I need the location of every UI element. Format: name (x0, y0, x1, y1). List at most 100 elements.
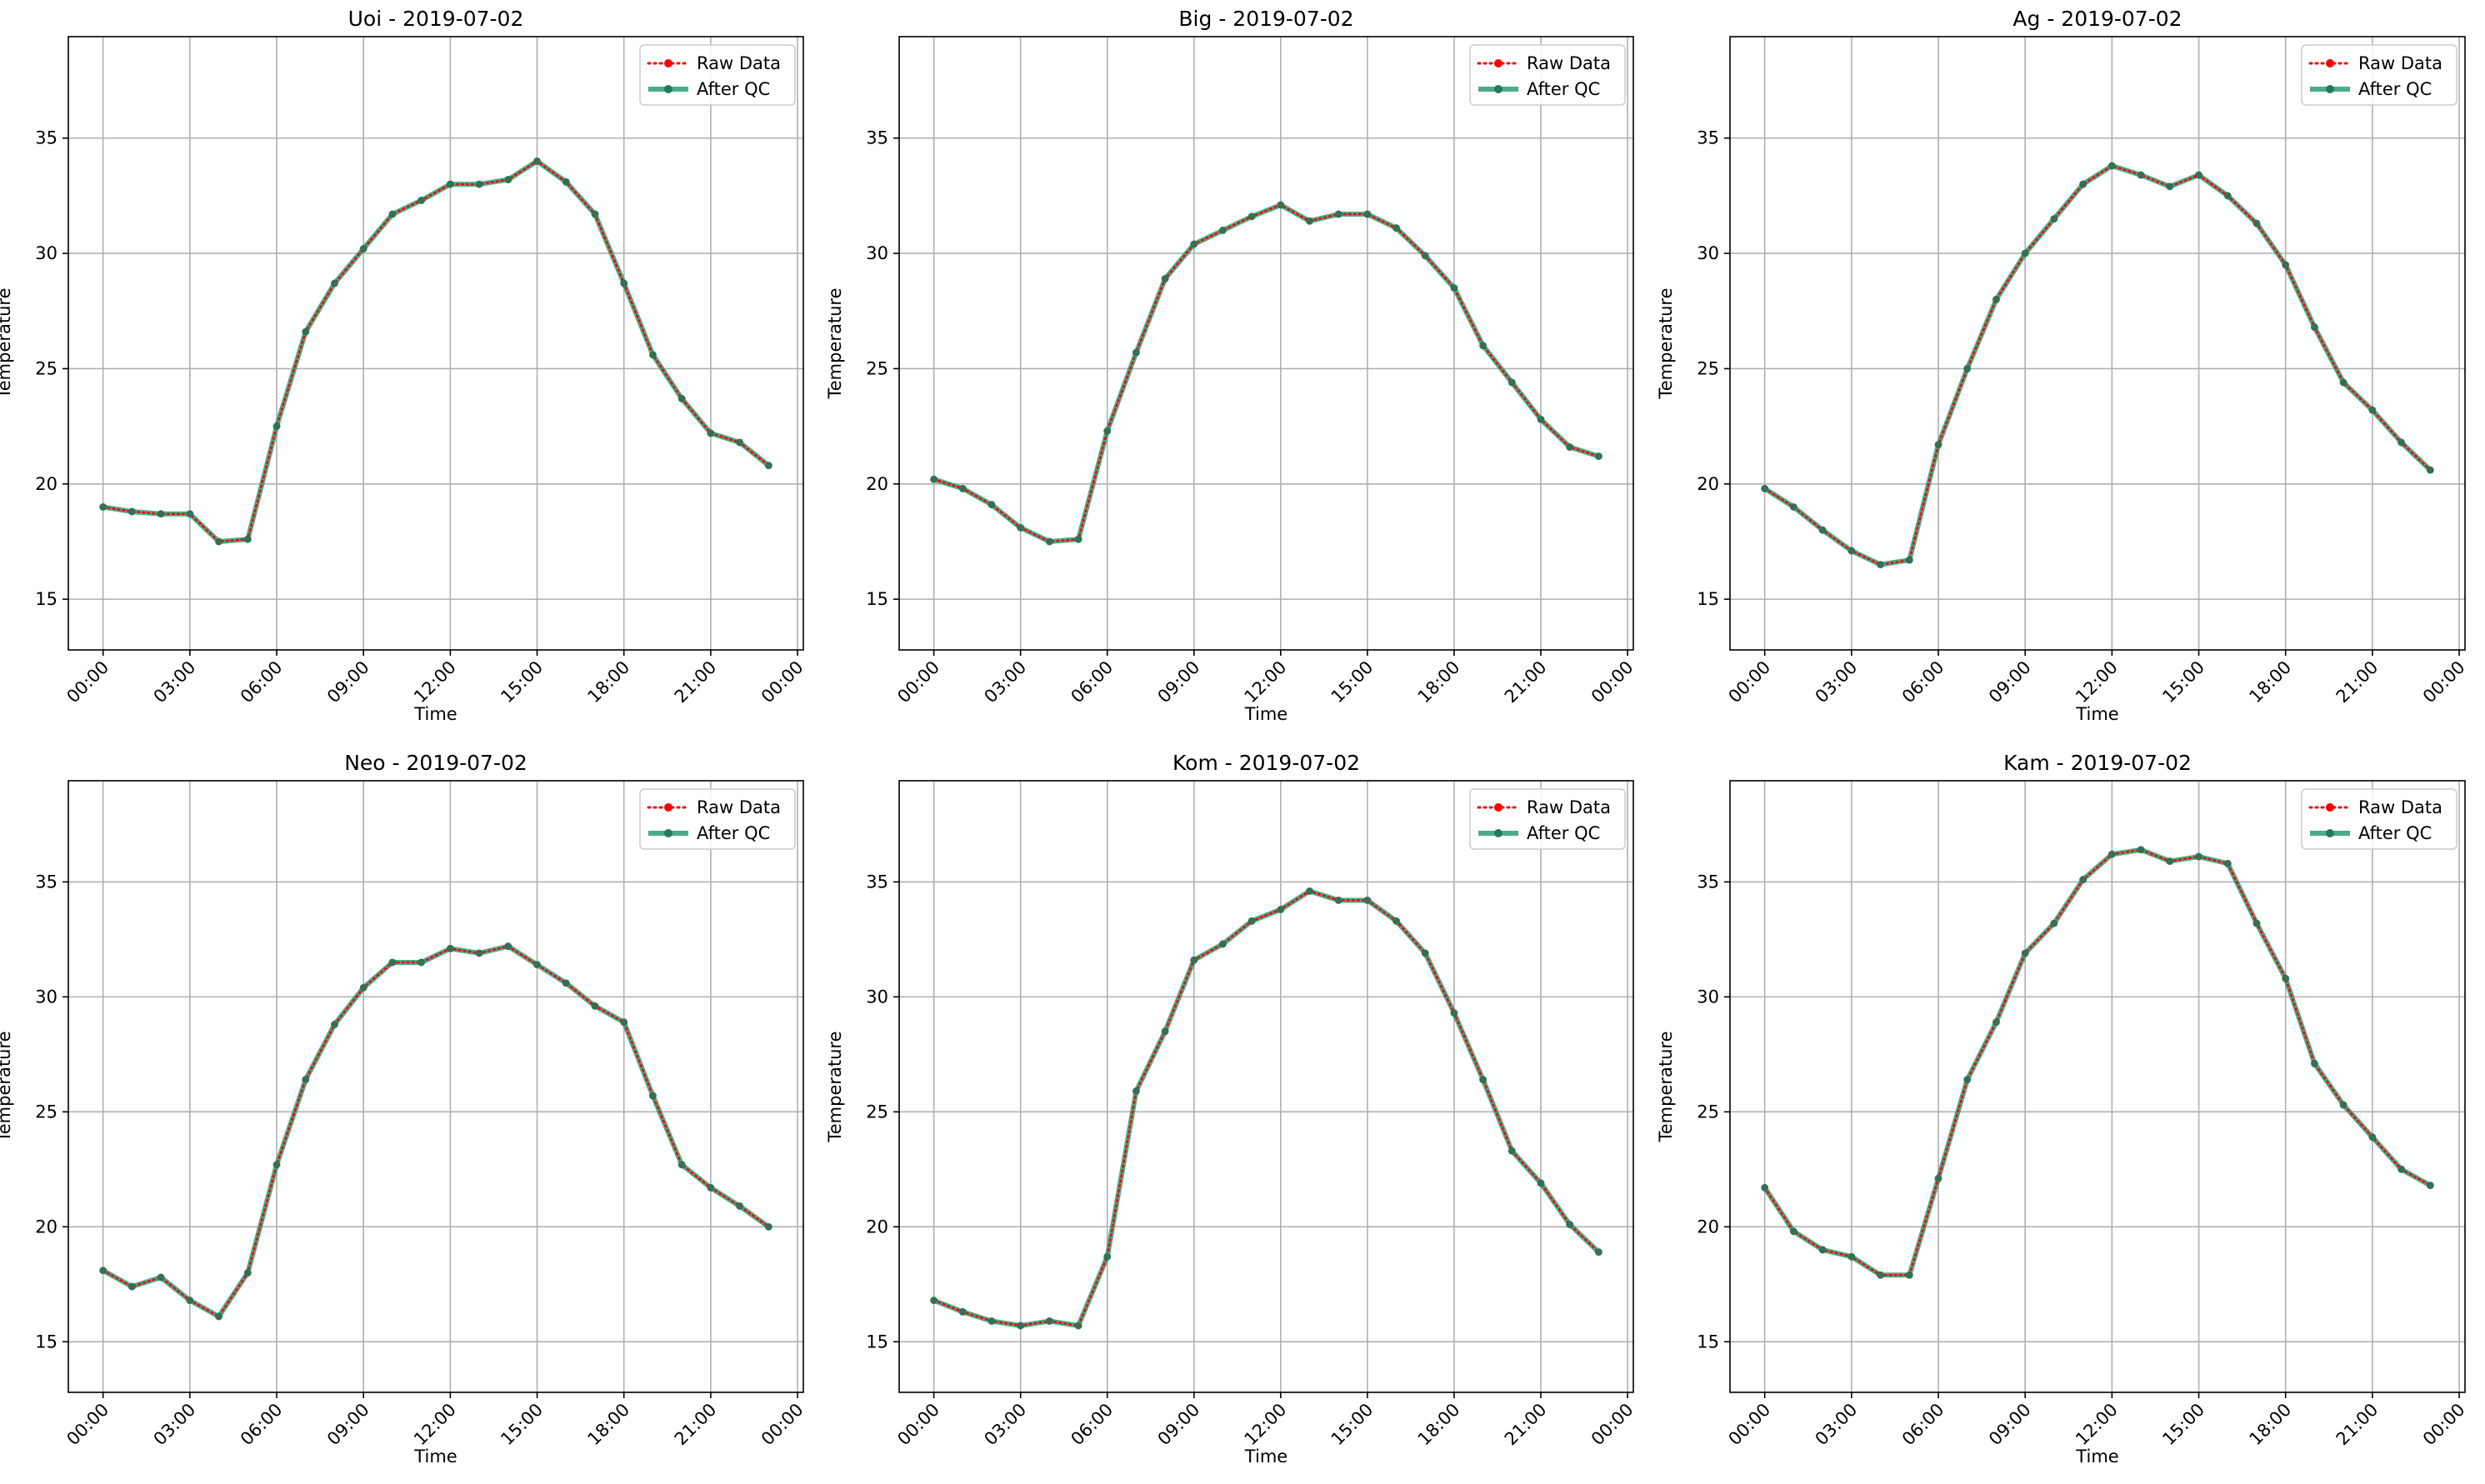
data-point-after-qc (1566, 443, 1574, 452)
data-point-after-qc (418, 196, 426, 204)
data-point-after-qc (1594, 452, 1602, 461)
series-line-after-qc (1763, 162, 2432, 567)
x-tick-label: 09:00 (1985, 1400, 2035, 1450)
data-point-after-qc (562, 979, 570, 987)
y-tick-label: 20 (1697, 474, 1719, 494)
x-tick-label: 09:00 (323, 657, 373, 707)
data-point-after-qc (1905, 1271, 1913, 1279)
series-line-raw-data (932, 203, 1600, 543)
y-tick-label: 30 (35, 987, 58, 1007)
data-point-after-qc (272, 422, 281, 431)
y-tick-label: 25 (1697, 358, 1719, 378)
data-point-after-qc (2398, 438, 2406, 447)
legend-label-after-qc: After QC (1527, 823, 1600, 843)
data-point-after-qc (99, 1267, 108, 1275)
data-point-after-qc (736, 1202, 744, 1210)
data-point-after-qc (1818, 526, 1827, 534)
x-tick-label: 21:00 (2332, 657, 2382, 707)
data-point-after-qc (1248, 917, 1256, 925)
legend-marker-after-qc (1494, 85, 1502, 93)
data-point-after-qc (2398, 1165, 2406, 1173)
axes-frame (1729, 780, 2466, 1393)
x-tick-label: 03:00 (150, 1400, 200, 1450)
data-point-after-qc (2368, 1133, 2377, 1142)
data-point-after-qc (186, 510, 194, 518)
series-line-raw-data (932, 890, 1600, 1327)
data-point-after-qc (1566, 1221, 1574, 1229)
chart-title: Kom - 2019-07-02 (1172, 751, 1360, 775)
x-tick-label: 15:00 (1328, 1400, 1378, 1450)
x-tick-label: 21:00 (2332, 1400, 2382, 1450)
axes-frame (68, 780, 804, 1393)
legend-marker-raw-data (2326, 59, 2334, 67)
data-point-after-qc (504, 176, 512, 184)
x-axis-label: Time (2075, 1447, 2118, 1467)
legend-label-raw-data: Raw Data (2358, 797, 2442, 817)
chart-title: Big - 2019-07-02 (1178, 7, 1353, 31)
chart-panel: 00:00 03:00 06:00 09:00 12:00 15:00 18:00 21:00… (0, 751, 808, 1467)
y-axis-label: Temperature (825, 287, 845, 399)
series-line-raw-data (102, 159, 770, 543)
data-point-after-qc (1017, 1322, 1025, 1330)
y-tick-label: 30 (866, 243, 888, 263)
y-tick-label: 35 (1697, 872, 1719, 892)
axes-frame (898, 36, 1634, 651)
data-point-after-qc (562, 177, 570, 186)
data-point-after-qc (533, 157, 542, 165)
x-tick-label: 18:00 (2245, 1400, 2295, 1450)
x-tick-label: 09:00 (1154, 1400, 1204, 1450)
y-tick-label: 15 (1697, 589, 1719, 609)
x-tick-label: 03:00 (980, 1400, 1030, 1450)
x-tick-label: 00:00 (2419, 657, 2469, 707)
data-point-after-qc (446, 944, 454, 952)
data-point-after-qc (620, 1018, 628, 1027)
data-point-after-qc (2050, 919, 2058, 927)
legend: Raw Data After QC (1469, 44, 1626, 106)
series-line-raw-data (102, 945, 770, 1318)
data-point-after-qc (1848, 1252, 1856, 1261)
data-point-after-qc (1161, 1027, 1169, 1036)
x-tick-label: 06:00 (1067, 1400, 1117, 1450)
data-point-after-qc (1934, 1174, 1942, 1182)
x-tick-label: 03:00 (980, 657, 1030, 707)
legend-marker-after-qc (664, 85, 672, 93)
x-tick-label: 21:00 (1501, 657, 1551, 707)
data-point-after-qc (1789, 502, 1798, 511)
chart-title: Neo - 2019-07-02 (344, 751, 528, 775)
data-point-after-qc (475, 949, 483, 957)
x-tick-label: 21:00 (671, 1400, 721, 1450)
data-point-after-qc (2021, 949, 2029, 957)
data-point-after-qc (2223, 192, 2232, 200)
x-tick-label: 12:00 (1241, 657, 1291, 707)
x-tick-label: 00:00 (1724, 657, 1774, 707)
data-point-after-qc (272, 1161, 281, 1169)
legend-marker-after-qc (664, 829, 672, 837)
legend-label-after-qc: After QC (2358, 823, 2432, 843)
y-tick-label: 20 (1697, 1217, 1719, 1237)
axes-frame (898, 780, 1634, 1393)
chart-title: Kam - 2019-07-02 (2003, 751, 2192, 775)
series-line-after-qc (1762, 847, 2432, 1278)
data-point-after-qc (1877, 1271, 1885, 1279)
data-point-after-qc (1190, 240, 1198, 248)
x-tick-label: 06:00 (237, 1400, 287, 1450)
y-tick-label: 20 (35, 474, 58, 494)
data-point-after-qc (1045, 537, 1053, 546)
data-point-after-qc (1421, 949, 1429, 957)
x-tick-label: 00:00 (758, 1400, 808, 1450)
data-point-after-qc (2368, 406, 2377, 414)
y-axis-label: Temperature (1656, 287, 1676, 399)
data-point-after-qc (1277, 201, 1285, 209)
data-point-after-qc (958, 484, 967, 492)
data-point-after-qc (1363, 896, 1372, 904)
data-point-after-qc (2339, 378, 2348, 387)
data-point-after-qc (1045, 1317, 1053, 1325)
y-tick-label: 25 (866, 358, 888, 378)
legend-marker-after-qc (2326, 85, 2334, 93)
chart-panel: 00:00 03:00 06:00 09:00 12:00 15:00 18:00 21:00… (1656, 7, 2469, 724)
data-point-after-qc (1508, 378, 1516, 387)
data-point-after-qc (302, 327, 310, 336)
x-axis-label: Time (413, 1447, 457, 1467)
data-point-after-qc (215, 1312, 223, 1321)
data-point-after-qc (157, 510, 165, 518)
